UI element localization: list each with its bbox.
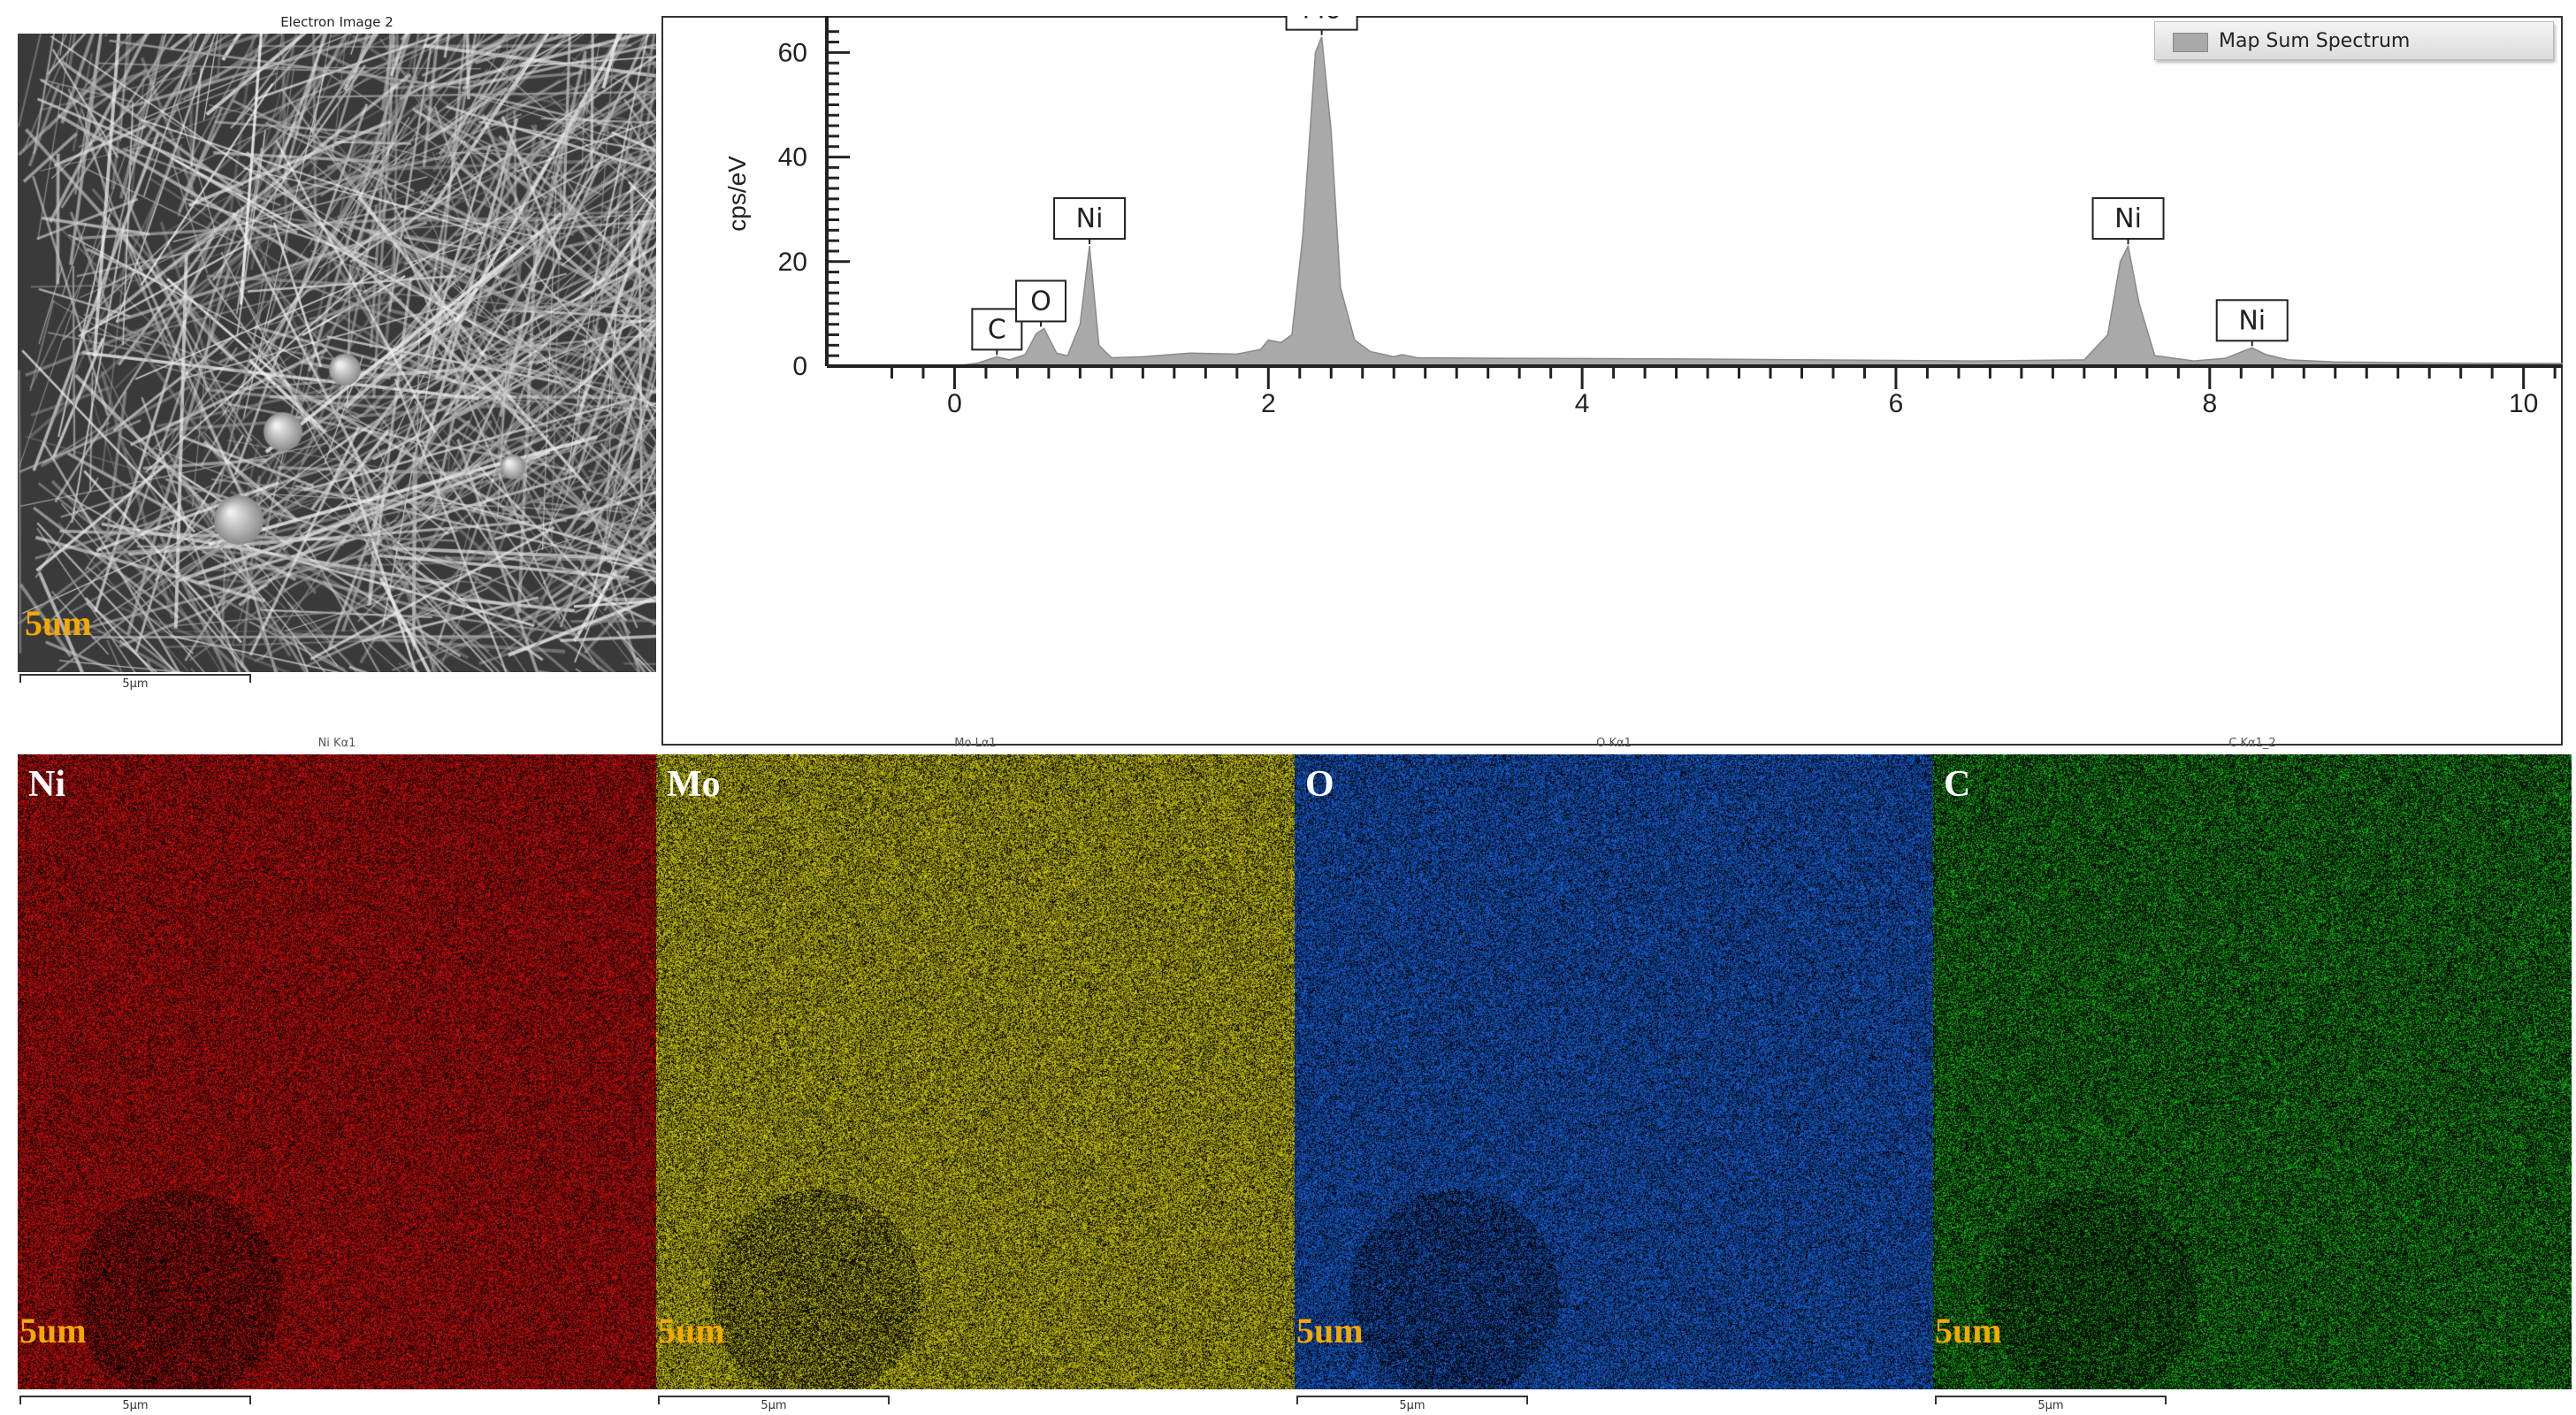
map-scalebar-o: 5μm <box>1296 1396 1528 1412</box>
legend-label: Map Sum Spectrum <box>2219 30 2411 52</box>
y-axis-label: cps/eV <box>723 156 751 232</box>
map-scale-label-mo: 5um <box>658 1311 725 1350</box>
peak-label-box <box>2091 197 2165 241</box>
y-tick-label: 0 <box>792 352 807 381</box>
peak-label-box <box>2215 299 2289 342</box>
chart-legend[interactable]: Map Sum Spectrum <box>2154 21 2554 60</box>
map-canvas-c <box>1933 754 2572 1389</box>
x-tick-label: 0 <box>947 389 962 418</box>
sem-scalebar-text: 5μm <box>122 677 149 691</box>
peak-label: Ni <box>1076 203 1104 234</box>
x-tick-label: 4 <box>1575 389 1590 418</box>
map-o: O 5um <box>1295 754 1933 1389</box>
map-canvas-o <box>1295 754 1933 1389</box>
map-canvas-ni <box>18 754 656 1389</box>
y-tick-label: 60 <box>778 38 807 67</box>
map-canvas-mo <box>656 754 1295 1389</box>
map-scalebar-text-mo: 5μm <box>761 1399 787 1412</box>
spectrum-area <box>954 36 2563 367</box>
sem-scalebar: 5μm <box>19 674 251 691</box>
x-tick-label: 2 <box>1261 389 1276 418</box>
peak-label-box <box>1285 16 1358 31</box>
y-tick-label: 40 <box>778 143 807 172</box>
x-tick-label: 8 <box>2202 389 2217 418</box>
sem-scale-label: 5um <box>25 603 92 643</box>
sem-caption: Electron Image 2 <box>280 14 394 30</box>
peak-label: Mo <box>1302 16 1341 26</box>
map-element-label-mo: Mo <box>667 764 721 805</box>
map-scalebar-c: 5μm <box>1935 1396 2167 1412</box>
map-element-label-o: O <box>1305 764 1334 805</box>
map-scalebar-text-o: 5μm <box>1399 1399 1426 1412</box>
map-c: C 5um <box>1933 754 2572 1389</box>
electron-image-canvas <box>18 34 656 672</box>
map-scalebar-text-c: 5μm <box>2037 1399 2064 1412</box>
peak-label: C <box>988 314 1006 345</box>
map-scale-label-ni: 5um <box>19 1311 87 1350</box>
x-tick-label: 6 <box>1889 389 1904 418</box>
eds-spectrum-chart: 0 20 40 60 0 2 4 6 8 10 cps/eV CO Ni Mo Ni Ni <box>723 16 2563 418</box>
peak-label-box <box>1053 197 1127 241</box>
map-caption-o: O Kα1 <box>1596 737 1632 750</box>
y-tick-label: 20 <box>778 248 807 277</box>
map-element-label-ni: Ni <box>28 764 65 805</box>
peak-label: Ni <box>2114 203 2142 234</box>
peak-label: O <box>1030 286 1051 317</box>
map-scalebar-text-ni: 5μm <box>122 1399 149 1412</box>
map-scalebar-ni: 5μm <box>19 1396 251 1412</box>
electron-image: 5um <box>18 34 656 672</box>
map-scale-label-c: 5um <box>1935 1311 2002 1350</box>
map-caption-ni: Ni Kα1 <box>317 737 356 750</box>
map-caption-mo: Mo Lα1 <box>954 737 997 750</box>
peak-label: Ni <box>2238 305 2266 336</box>
map-scale-label-o: 5um <box>1296 1311 1364 1350</box>
spectrum-frame <box>661 16 2563 746</box>
map-mo: Mo 5um <box>656 754 1295 1389</box>
map-element-label-c: C <box>1944 764 1971 805</box>
map-scalebar-mo: 5μm <box>658 1396 890 1412</box>
map-ni: Ni 5um <box>18 754 656 1389</box>
x-tick-label: 10 <box>2509 389 2538 418</box>
legend-swatch <box>2173 33 2208 52</box>
map-caption-c: C Kα1_2 <box>2228 737 2276 750</box>
